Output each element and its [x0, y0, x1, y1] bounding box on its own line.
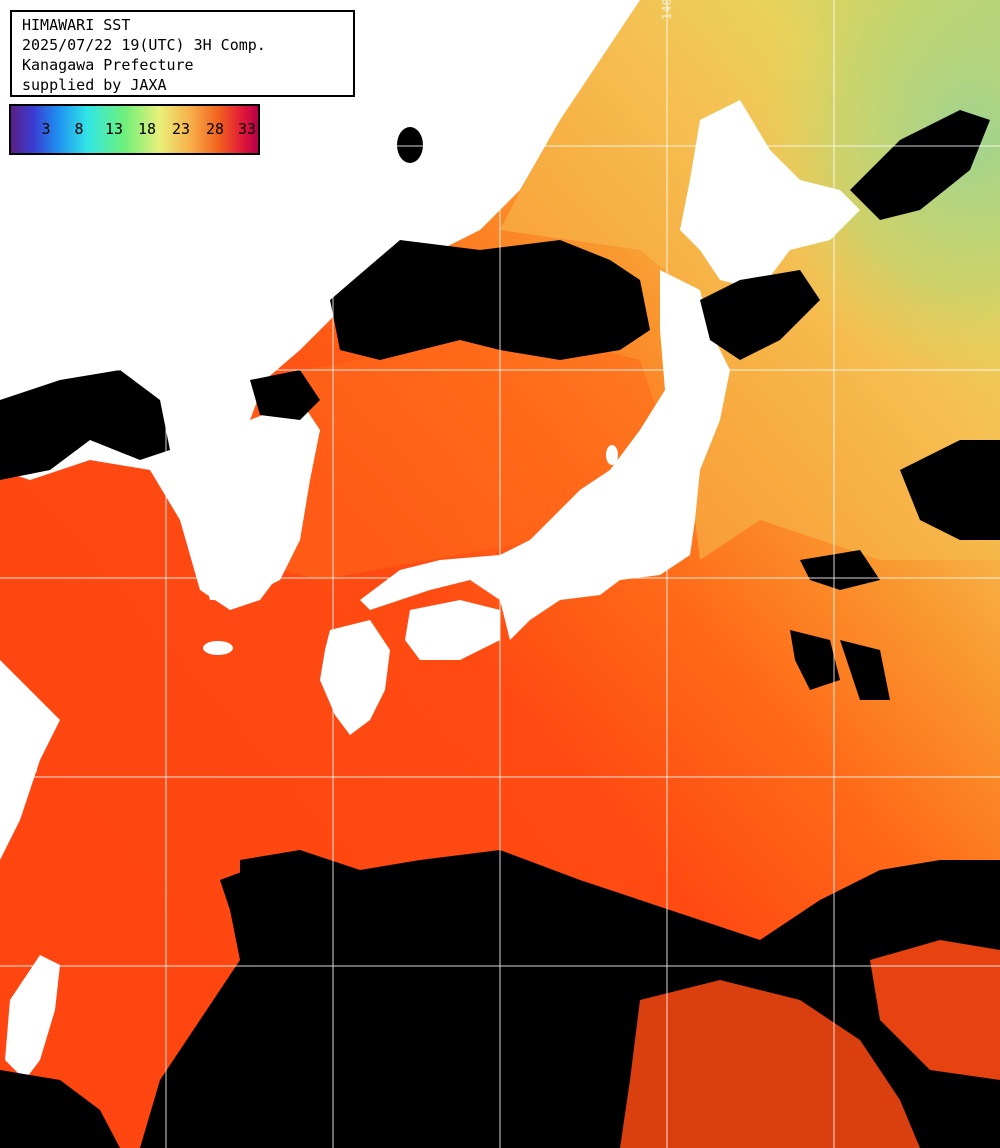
land-korea-south	[200, 400, 320, 600]
land-china-coast	[0, 660, 60, 860]
map-datetime: 2025/07/22 19(UTC) 3H Comp.	[22, 36, 266, 54]
cloud-korea-east	[250, 370, 320, 420]
colorbar-tick: 33	[237, 120, 257, 138]
cloud-hokkaido-south	[700, 270, 820, 360]
map-credit: supplied by JAXA	[22, 76, 167, 94]
lat-label-40n: 40N	[16, 354, 38, 368]
cloud-okhotsk-east	[850, 110, 990, 220]
colorbar-tick: 23	[171, 120, 191, 138]
cloud-sea-of-japan-north	[330, 240, 650, 360]
colorbar-ticks: 3 8 13 18 23 28 33	[11, 120, 258, 140]
cloud-sw-islands	[240, 850, 320, 900]
info-box: HIMAWARI SST 2025/07/22 19(UTC) 3H Comp.…	[10, 10, 355, 97]
cloud-fleck-korea-north	[397, 127, 423, 163]
cloud-pacific-fleck	[790, 630, 840, 690]
land-jeju	[203, 641, 233, 655]
colorbar-tick: 18	[137, 120, 157, 138]
sea-warm-patch-south	[620, 980, 920, 1148]
cloud-yellow-sea	[0, 370, 170, 480]
land-kyushu	[320, 620, 390, 735]
map-region: Kanagawa Prefecture	[22, 56, 194, 74]
land-taiwan	[5, 955, 60, 1080]
colorbar-tick: 28	[205, 120, 225, 138]
sea-warm-patch-southeast	[870, 940, 1000, 1080]
map-title: HIMAWARI SST	[22, 16, 131, 34]
lon-label-140e: 140E	[660, 0, 674, 20]
land-honshu	[360, 270, 730, 640]
land-sado	[606, 445, 618, 465]
cloud-pacific-east	[900, 440, 1000, 540]
temperature-colorbar: 3 8 13 18 23 28 33	[9, 104, 260, 155]
colorbar-tick: 13	[104, 120, 124, 138]
land-shikoku	[405, 600, 500, 660]
land-hokkaido	[680, 100, 860, 290]
cloud-pacific-mid	[800, 550, 880, 590]
cloud-pacific-fleck-2	[840, 640, 890, 700]
colorbar-tick: 3	[41, 120, 51, 138]
colorbar-tick: 8	[74, 120, 84, 138]
cloud-southwest	[0, 1070, 120, 1148]
lat-label-30n: 30N	[16, 761, 38, 775]
